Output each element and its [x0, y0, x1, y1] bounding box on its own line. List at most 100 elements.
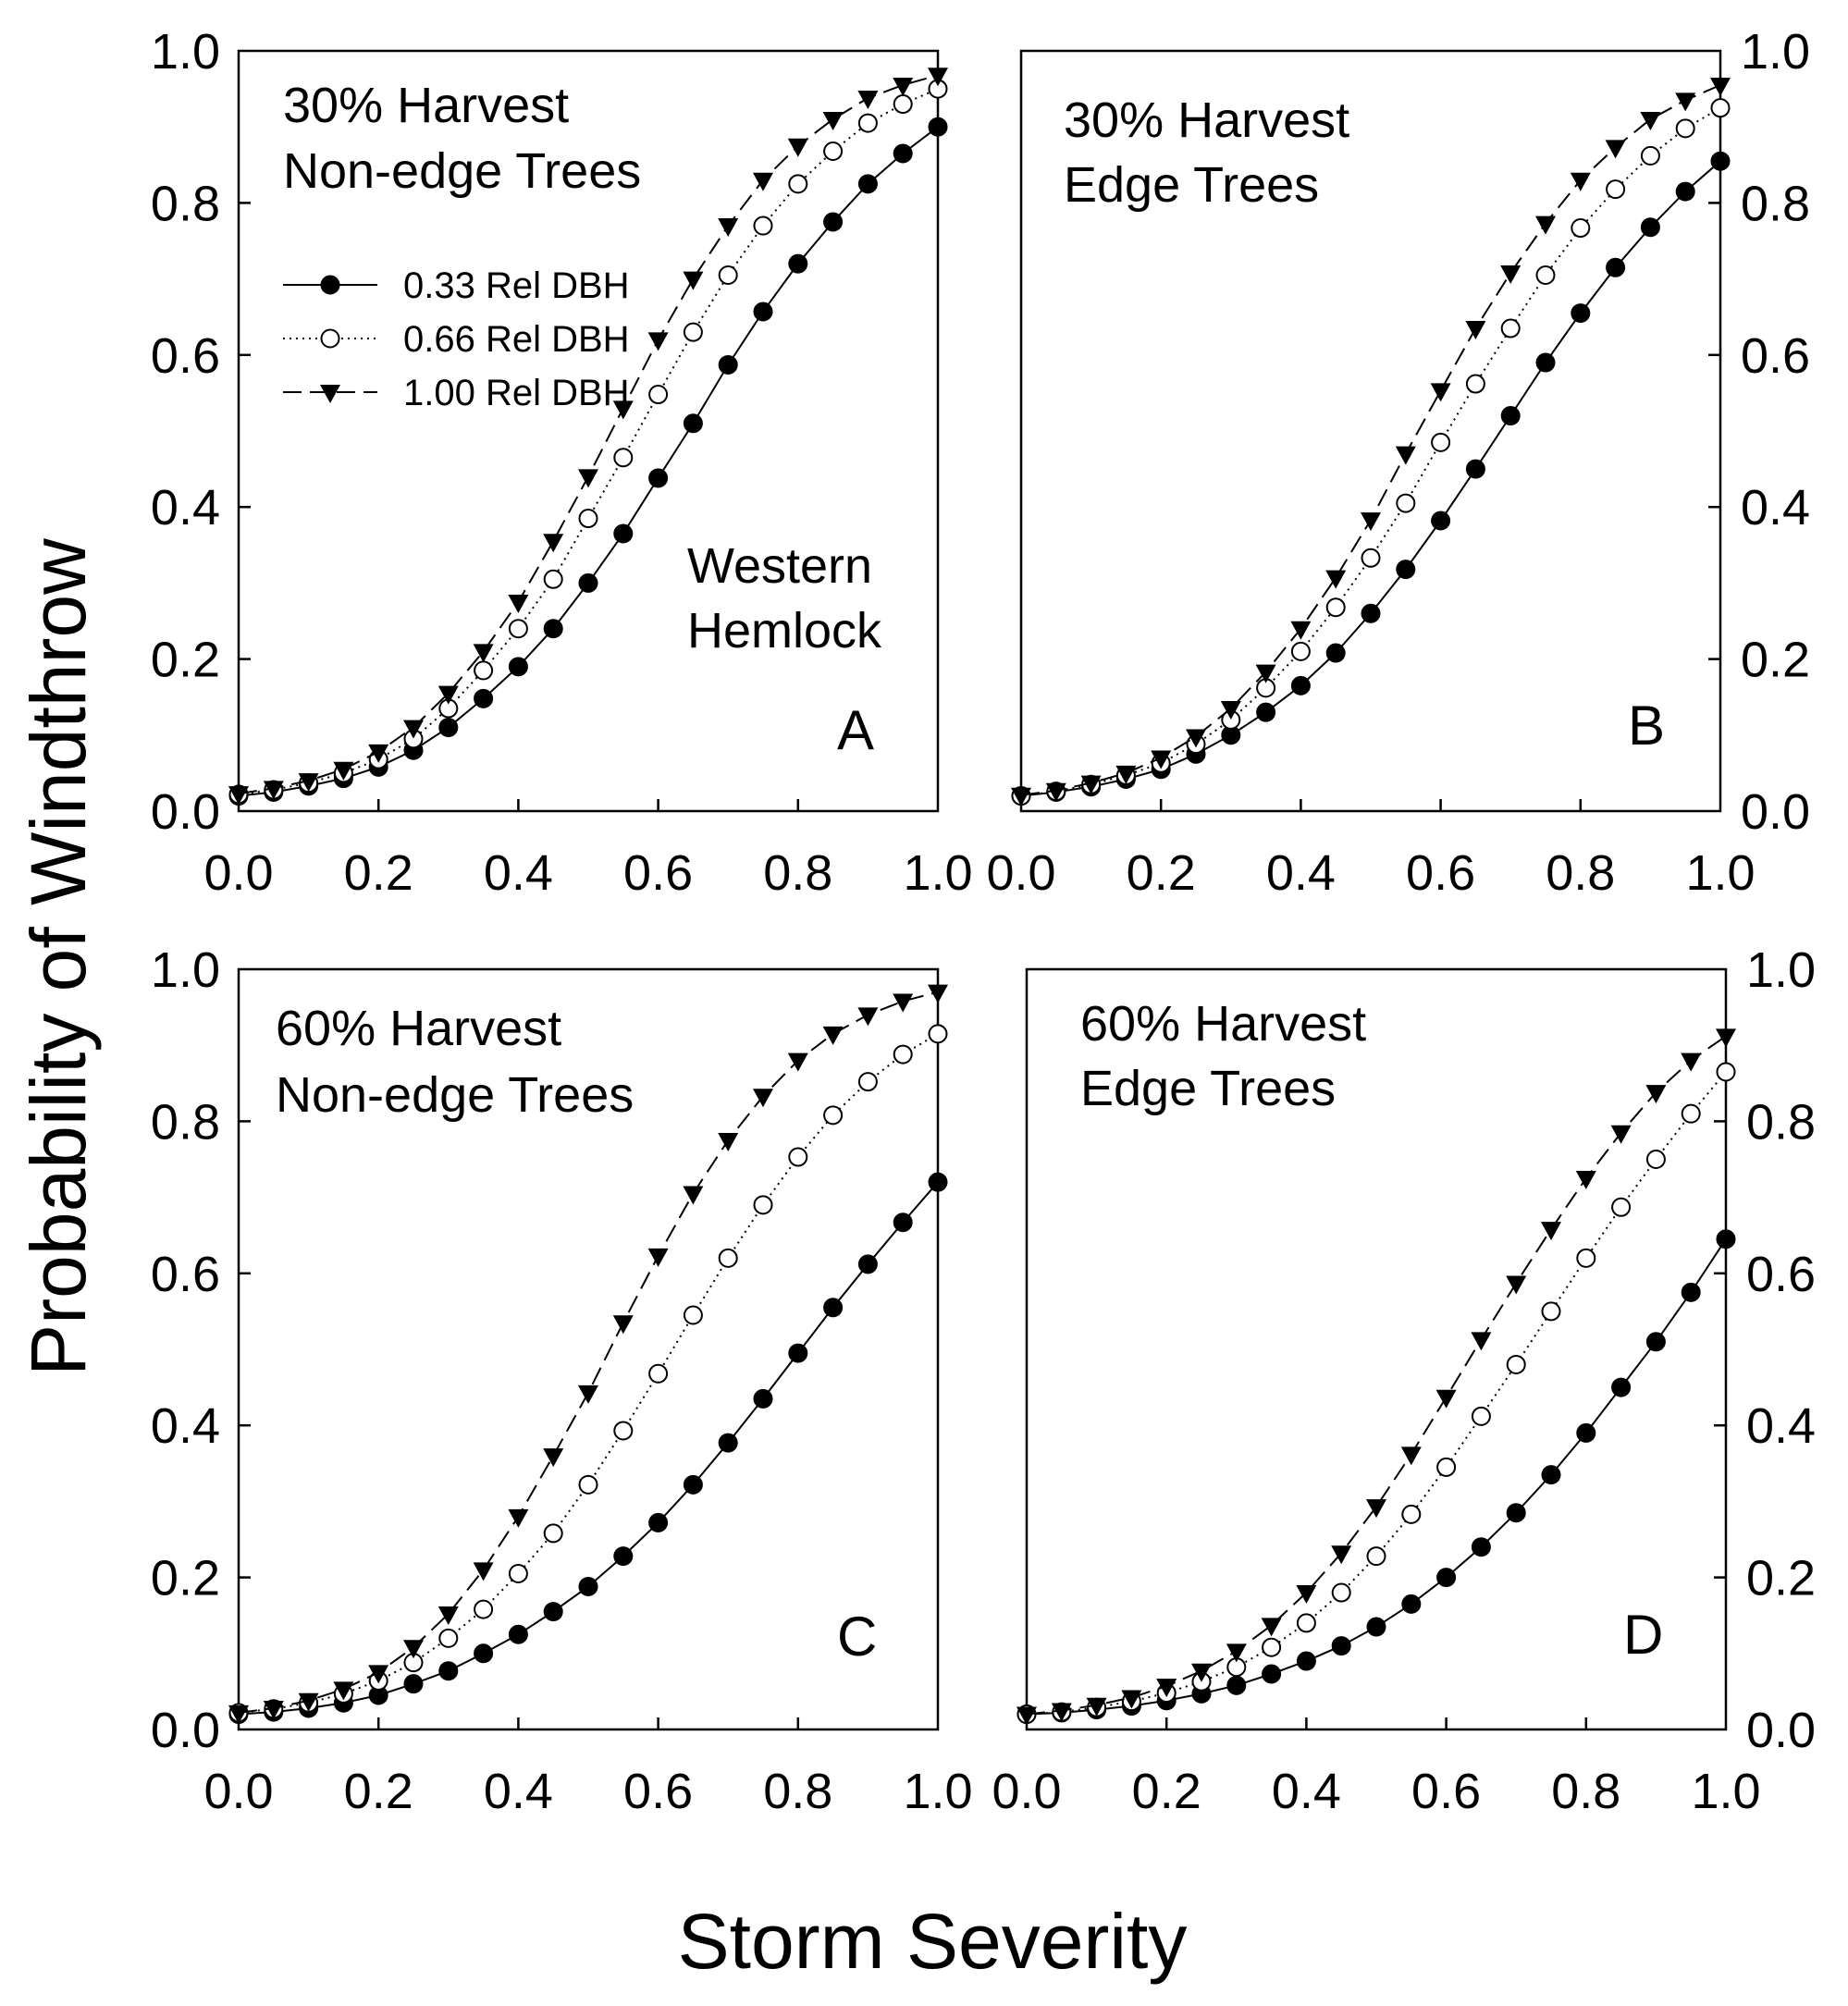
panel-a-y-tick-label: 0.8	[151, 176, 220, 231]
panel-d-series-line-3	[1026, 1035, 1727, 1716]
panel-d-frame	[1025, 967, 1728, 1731]
panel-c-title-line-2: Non-edge Trees	[276, 1067, 634, 1123]
panel-a-series-1-point	[753, 302, 773, 322]
panel-c-x-tick-labels: 0.0 0.2 0.4 0.6 0.8 1.0	[203, 1764, 972, 1819]
panel-d-title-line-1: 60% Harvest	[1080, 996, 1366, 1052]
panel-d-x-tick-label: 0.4	[1272, 1764, 1341, 1819]
panel-a-series-3-point	[718, 218, 739, 238]
panel-d-series-3-point	[1575, 1171, 1596, 1190]
panel-a-series-1-point	[718, 354, 738, 375]
panel-d-title-line-2: Edge Trees	[1080, 1061, 1336, 1116]
panel-b-series-2-point	[1571, 218, 1591, 239]
panel-d-series-3-point	[1156, 1679, 1177, 1698]
panel-b-series-3-point	[1675, 92, 1696, 112]
legend-marker-1.00	[320, 385, 340, 403]
panel-a-series-3-point	[403, 720, 424, 739]
panel-a-series-2-point	[823, 142, 844, 162]
panel-c-series-3-point	[857, 1007, 879, 1027]
panel-b-series-2-point	[1431, 432, 1451, 452]
panel-c-series-line-1	[238, 1181, 939, 1716]
panel-b-series-2-point	[1710, 98, 1731, 118]
panel-a-series-1-point	[857, 174, 878, 194]
panel-b-series-1-point	[1500, 406, 1521, 426]
panel-c-series-3-point	[822, 1026, 844, 1045]
panel-b-series-1-point	[1571, 303, 1591, 324]
panel-d-series-2-point	[1436, 1457, 1457, 1477]
panel-c-series-1-point	[474, 1643, 494, 1664]
panel-a-series-3-point	[368, 744, 389, 763]
panel-b-x-tick-label: 0.0	[986, 845, 1055, 901]
panel-a-y-tick-labels: 0.0 0.2 0.4 0.6 0.8 1.0	[151, 24, 220, 840]
panel-c-series-2-point	[857, 1072, 878, 1092]
panel-c-series-3-point	[612, 1315, 634, 1335]
panel-d-series-3-point	[1121, 1690, 1142, 1709]
panel-a-series-1-point	[788, 253, 808, 274]
panel-d-series-3-point	[1296, 1585, 1317, 1605]
panel-a-series-3-point	[753, 172, 773, 191]
panel-d-series-3-point	[1610, 1125, 1632, 1144]
panel-d-series-3-point	[1471, 1332, 1492, 1351]
panel-b: 0.0 0.2 0.4 0.6 0.8 1.0 0.0 0.2 0.4 0.6 0.8 1.0 30…	[986, 24, 1810, 901]
panel-c-series-1-point	[578, 1576, 598, 1596]
panel-c-series-1-point	[857, 1254, 878, 1274]
species-label-line-2: Hemlock	[687, 603, 882, 658]
panel-a-series-2-point	[543, 569, 563, 589]
panel-d-x-tick-label: 0.6	[1411, 1764, 1481, 1819]
panel-c-y-tick-label: 0.0	[151, 1703, 220, 1758]
panel-b-series-3-point	[1045, 782, 1066, 802]
panel-b-series-3-point	[1500, 265, 1522, 285]
panel-d-ticks	[1164, 1120, 1726, 1729]
panel-d-series-2-point	[1366, 1546, 1386, 1567]
panel-c-series-3-point	[473, 1562, 494, 1581]
legend: 0.33 Rel DBH 0.66 Rel DBH 1.00 Rel DBH	[283, 265, 630, 413]
panel-a-series-3-point	[263, 781, 284, 800]
legend-label-0.66: 0.66 Rel DBH	[403, 319, 630, 360]
panel-c-series-1-point	[508, 1624, 528, 1644]
panel-c-series-1-point	[438, 1661, 459, 1681]
panel-a-x-tick-label: 1.0	[903, 845, 972, 901]
panel-b-series-1-point	[1361, 603, 1381, 623]
panel-a-y-tick-label: 0.6	[151, 328, 220, 384]
panel-b-title-line-1: 30% Harvest	[1064, 92, 1349, 148]
panel-a-series-2-point	[788, 174, 808, 194]
panel-b-series-2-point	[1675, 118, 1695, 139]
panel-a-series-1-point	[928, 117, 948, 137]
panel-d-y-tick-label: 0.2	[1746, 1551, 1816, 1606]
panel-a-y-tick-label: 0.2	[151, 633, 220, 688]
panel-c-series-3-point	[787, 1052, 808, 1072]
panel-d-series-3-point	[1506, 1275, 1527, 1295]
panel-d-series-2-point	[1506, 1354, 1526, 1374]
legend-marker-0.33	[320, 275, 340, 295]
panel-a-series-2-point	[718, 265, 738, 285]
panel-b-series-1-point	[1290, 675, 1311, 695]
panel-a-series-2-point	[683, 322, 703, 342]
panel-c-ticks	[239, 1120, 800, 1729]
panel-a-series-3-point	[822, 111, 844, 130]
panel-d-series-1-point	[1611, 1377, 1632, 1397]
panel-b-series-3-point	[1465, 321, 1486, 340]
panel-a-y-tick-label: 0.4	[151, 480, 220, 535]
panel-c-series-2-point	[718, 1248, 738, 1268]
panel-d-series-3-point	[1261, 1618, 1282, 1637]
panel-c-x-tick-label: 0.2	[344, 1764, 413, 1819]
panel-d-series-3-point	[1016, 1706, 1037, 1726]
legend-marker-0.66	[320, 328, 340, 349]
panel-b-letter: B	[1628, 695, 1665, 757]
panel-b-series-2-point	[1325, 597, 1346, 618]
panel-d-series-2-point	[1471, 1406, 1491, 1426]
panel-d-series-3-point	[1051, 1703, 1072, 1722]
panel-a-letter: A	[837, 699, 874, 761]
panel-c-y-tick-label: 0.2	[151, 1551, 220, 1606]
panel-b-y-tick-label: 0.8	[1741, 176, 1810, 231]
panel-c-series-2-point	[648, 1363, 669, 1384]
legend-label-1.00: 1.00 Rel DBH	[403, 373, 630, 413]
panel-c-series-line-2	[238, 1033, 939, 1714]
panel-a-series-2-point	[753, 215, 773, 236]
panel-a-series-3-point	[508, 594, 529, 613]
panel-a-x-tick-label: 0.0	[203, 845, 273, 901]
panel-a-series-1-point	[578, 572, 598, 593]
panel-b-series-1-point	[1396, 560, 1416, 580]
panel-a-series-1-point	[823, 212, 844, 232]
panel-c-series-3-point	[403, 1640, 424, 1659]
